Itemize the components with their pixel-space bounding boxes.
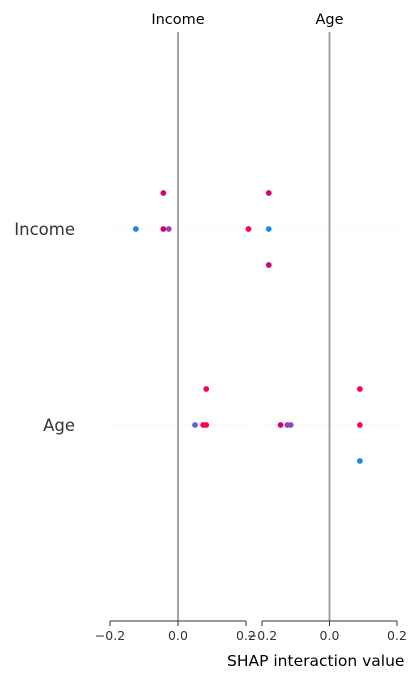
panel-income: −0.2 0.0 0.2 Income — [95, 12, 256, 643]
data-point — [160, 226, 167, 232]
row-label-income: Income — [14, 220, 75, 239]
x-axis-label: SHAP interaction value — [227, 652, 404, 670]
data-point — [265, 190, 272, 196]
data-point — [160, 190, 167, 196]
data-point — [265, 262, 272, 268]
feature-row-labels: Income Age — [14, 220, 75, 435]
data-point — [132, 226, 139, 232]
x-tick-label: 0.0 — [168, 628, 188, 643]
data-point — [165, 226, 172, 232]
panel-age: −0.2 0.0 0.2 Age — [245, 12, 407, 643]
panel-title: Age — [315, 12, 343, 28]
chart-panels: −0.2 0.0 0.2 Income −0.2 0.0 0.2 Age — [95, 12, 407, 643]
panel-title: Income — [151, 12, 204, 28]
data-point — [287, 422, 294, 428]
data-point — [356, 458, 363, 464]
data-point — [356, 422, 363, 428]
x-tick-label: 0.2 — [236, 628, 256, 643]
x-tick-label: −0.2 — [247, 628, 277, 643]
data-point — [192, 422, 198, 428]
data-point — [277, 422, 284, 428]
x-tick-label: 0.2 — [387, 628, 407, 643]
row-label-age: Age — [43, 416, 75, 435]
x-tick-label: −0.2 — [95, 628, 125, 643]
x-tick-label: 0.0 — [320, 628, 340, 643]
data-point — [203, 422, 210, 428]
data-point — [245, 226, 252, 232]
data-point — [265, 226, 272, 232]
data-point — [356, 386, 363, 392]
data-point — [203, 386, 210, 392]
